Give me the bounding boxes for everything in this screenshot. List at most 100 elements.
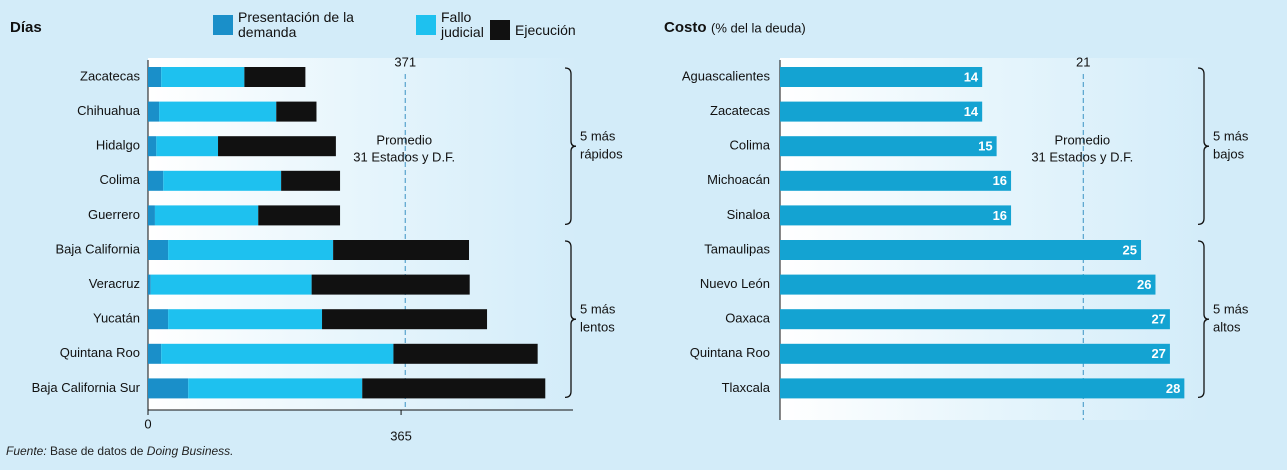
bar — [780, 309, 1170, 330]
y-tick-label: Nuevo León — [700, 276, 770, 291]
value-label: 14 — [964, 104, 979, 119]
bar-segment — [148, 240, 169, 260]
footnote: Fuente: Base de datos de Doing Business. — [6, 444, 234, 458]
group-label: 5 más — [580, 302, 616, 317]
bar-segment — [281, 170, 341, 191]
legend-item: Presentación de la demanda — [213, 10, 378, 40]
legend-label: Fallo judicial — [441, 9, 484, 40]
note-label: Fuente: — [6, 444, 47, 458]
legend-label: Presentación de la demanda — [238, 9, 354, 40]
bar-segment — [148, 274, 151, 295]
bar-segment — [148, 205, 155, 226]
bar — [780, 170, 1012, 191]
bar-segment — [168, 240, 334, 260]
value-label: 14 — [964, 69, 979, 84]
chart-subtitle: (% del la deuda) — [711, 20, 806, 35]
group-label: 5 más — [580, 129, 616, 144]
bar — [780, 136, 997, 157]
legend-swatch — [213, 15, 233, 35]
bar-segment — [154, 205, 259, 226]
bracket — [1197, 240, 1210, 399]
x-tick-label: 365 — [390, 428, 412, 443]
y-tick-label: Colima — [100, 172, 141, 187]
bar-segment — [163, 170, 282, 191]
bar — [780, 343, 1170, 364]
y-tick-label: Sinaloa — [727, 207, 771, 222]
annotation: 31 Estados y D.F. — [353, 149, 455, 164]
bar — [780, 240, 1142, 260]
y-tick-label: Tlaxcala — [722, 380, 771, 395]
group-label: bajos — [1213, 147, 1245, 162]
group-label: 5 más — [1213, 302, 1249, 317]
y-tick-label: Baja California Sur — [32, 380, 141, 395]
y-tick-label: Zacatecas — [80, 68, 140, 83]
bar-segment — [276, 101, 317, 122]
bar-segment — [168, 309, 323, 330]
bar-segment — [159, 101, 277, 122]
value-label: 27 — [1151, 346, 1165, 361]
bar-segment — [244, 67, 306, 87]
value-label: 16 — [993, 173, 1007, 188]
y-tick-label: Zacatecas — [710, 103, 770, 118]
group-label: lentos — [580, 320, 615, 335]
bar-segment — [333, 240, 470, 260]
y-tick-label: Oaxaca — [725, 311, 771, 326]
chart-title: Costo — [664, 19, 707, 36]
y-tick-label: Yucatán — [93, 311, 140, 326]
legend-swatch — [490, 20, 510, 40]
bar-segment — [161, 67, 245, 87]
group-label: altos — [1213, 320, 1241, 335]
bracket — [564, 240, 577, 399]
y-tick-label: Quintana Roo — [60, 345, 140, 360]
bar-segment — [393, 343, 538, 364]
note-source: Doing Business. — [146, 444, 234, 458]
value-label: 15 — [978, 139, 992, 154]
value-label: 27 — [1151, 312, 1165, 327]
value-label: 28 — [1166, 381, 1180, 396]
y-tick-label: Colima — [730, 138, 771, 153]
bar-segment — [362, 378, 546, 399]
y-tick-label: Quintana Roo — [690, 345, 770, 360]
bar-segment — [150, 274, 312, 295]
y-tick-label: Baja California — [55, 241, 140, 256]
y-tick-label: Aguascalientes — [682, 68, 771, 83]
annotation: Promedio — [376, 132, 432, 147]
y-tick-label: Guerrero — [88, 207, 140, 222]
bracket — [1197, 67, 1210, 226]
bar-segment — [258, 205, 341, 226]
bar — [780, 67, 983, 87]
y-tick-label: Veracruz — [89, 276, 140, 291]
y-tick-label: Hidalgo — [96, 138, 140, 153]
legend-label: Ejecución — [515, 21, 576, 38]
bar — [780, 101, 983, 122]
annotation: 31 Estados y D.F. — [1031, 149, 1133, 164]
annotation: Promedio — [1054, 132, 1110, 147]
bar-segment — [148, 378, 189, 399]
bar — [780, 378, 1185, 399]
x-tick-label: 0 — [144, 416, 151, 431]
chart-title: Días — [10, 19, 42, 36]
legend-swatch — [416, 15, 436, 35]
bar-segment — [148, 309, 169, 330]
bar-segment — [148, 101, 160, 122]
bar-segment — [188, 378, 363, 399]
bracket — [564, 67, 577, 226]
bar-segment — [148, 67, 162, 87]
y-tick-label: Michoacán — [707, 172, 770, 187]
bar-segment — [311, 274, 470, 295]
group-label: 5 más — [1213, 129, 1249, 144]
reference-label: 21 — [1076, 54, 1090, 69]
legend-item: Fallo judicial — [416, 10, 511, 40]
reference-label: 371 — [394, 54, 416, 69]
bar-segment — [156, 136, 219, 157]
note-text: Base de datos de — [50, 444, 144, 458]
value-label: 16 — [993, 208, 1007, 223]
value-label: 25 — [1123, 242, 1137, 257]
bar-segment — [148, 136, 157, 157]
bar-segment — [218, 136, 336, 157]
y-tick-label: Chihuahua — [77, 103, 141, 118]
bar — [780, 274, 1156, 295]
legend-item: Ejecución — [490, 20, 615, 40]
